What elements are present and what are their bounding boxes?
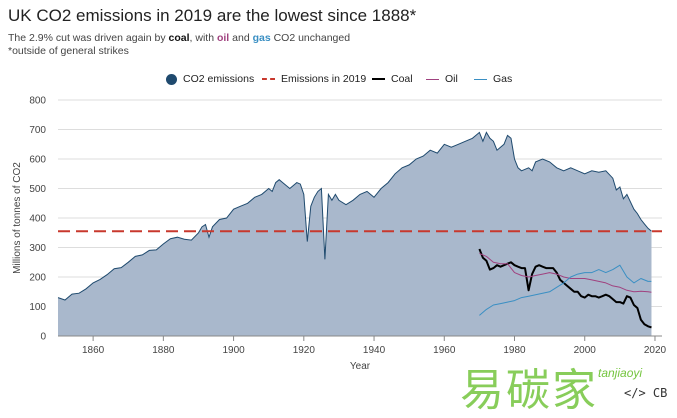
- legend-label-co2: CO2 emissions: [183, 73, 255, 85]
- chart-subtitle: The 2.9% cut was driven again by coal, w…: [8, 32, 350, 58]
- chart-title: UK CO2 emissions in 2019 are the lowest …: [8, 6, 417, 25]
- watermark-site: tanjiaoyi: [598, 366, 643, 380]
- legend-dash-2019: [262, 78, 275, 80]
- carbonbrief-logo: </> CB: [624, 386, 668, 400]
- legend-dot-co2: [166, 73, 177, 85]
- x-tick-label-1960: 1960: [433, 345, 456, 356]
- y-tick-label-600: 600: [29, 155, 46, 166]
- subtitle-text-pre: The 2.9% cut was driven again by: [8, 32, 169, 44]
- legend-line-gas: [474, 78, 487, 80]
- legend-label-2019: Emissions in 2019: [281, 73, 367, 85]
- x-tick-label-2020: 2020: [644, 345, 667, 356]
- x-axis: 1860 1880 1900 1920 1940 1960 1980 2000 2020: [58, 335, 667, 356]
- x-tick-label-1980: 1980: [503, 345, 526, 356]
- y-tick-label-200: 200: [29, 273, 46, 284]
- subtitle-text-mid: , with: [189, 32, 217, 44]
- chart-legend: CO2 emissions Emissions in 2019 Coal Oil…: [0, 70, 677, 88]
- subtitle-text-and: and: [229, 32, 253, 44]
- x-tick-label-1940: 1940: [363, 345, 386, 356]
- y-tick-label-100: 100: [29, 302, 46, 313]
- y-tick-label-700: 700: [29, 125, 46, 136]
- legend-item-gas: Gas: [474, 70, 512, 88]
- x-tick-label-1920: 1920: [293, 345, 316, 356]
- co2-area-outline: [57, 131, 652, 301]
- watermark-text: 易碳家: [460, 365, 598, 416]
- series-line-coal: [478, 248, 652, 329]
- co2-area-fill: [58, 132, 652, 336]
- x-axis-label: Year: [350, 361, 371, 372]
- legend-item-2019: Emissions in 2019: [262, 70, 366, 88]
- x-tick-label-1880: 1880: [152, 345, 175, 356]
- subtitle-keyword-oil: oil: [216, 32, 230, 44]
- legend-label-coal: Coal: [391, 73, 413, 85]
- y-axis-label: Millions of tonnes of CO2: [12, 162, 23, 274]
- subtitle-keyword-coal: coal: [168, 32, 190, 44]
- series-line-gas: [479, 264, 652, 316]
- y-tick-label-800: 800: [29, 96, 46, 107]
- x-tick-label-2000: 2000: [574, 345, 597, 356]
- footnote: *outside of general strikes: [8, 45, 129, 57]
- legend-line-coal: [372, 78, 385, 80]
- y-tick-label-500: 500: [29, 184, 46, 195]
- co2-area: [57, 131, 652, 336]
- subtitle-text-post: CO2 unchanged: [270, 32, 351, 44]
- y-tick-label-400: 400: [29, 214, 46, 225]
- legend-item-coal: Coal: [372, 70, 413, 88]
- y-axis: 0 100 200 300 400 500 600 700 800: [29, 96, 46, 343]
- legend-label-oil: Oil: [445, 73, 458, 85]
- x-tick-label-1900: 1900: [222, 345, 245, 356]
- y-tick-label-300: 300: [29, 243, 46, 254]
- subtitle-line: The 2.9% cut was driven again by coal, w…: [8, 32, 350, 45]
- legend-label-gas: Gas: [493, 73, 513, 85]
- x-tick-label-1860: 1860: [82, 345, 105, 356]
- legend-item-co2: CO2 emissions: [166, 70, 254, 88]
- subtitle-keyword-gas: gas: [252, 32, 271, 44]
- fuel-lines: [478, 248, 652, 329]
- legend-line-oil: [426, 78, 439, 80]
- legend-item-oil: Oil: [426, 70, 458, 88]
- y-tick-label-0: 0: [40, 332, 46, 343]
- series-line-oil: [479, 252, 652, 293]
